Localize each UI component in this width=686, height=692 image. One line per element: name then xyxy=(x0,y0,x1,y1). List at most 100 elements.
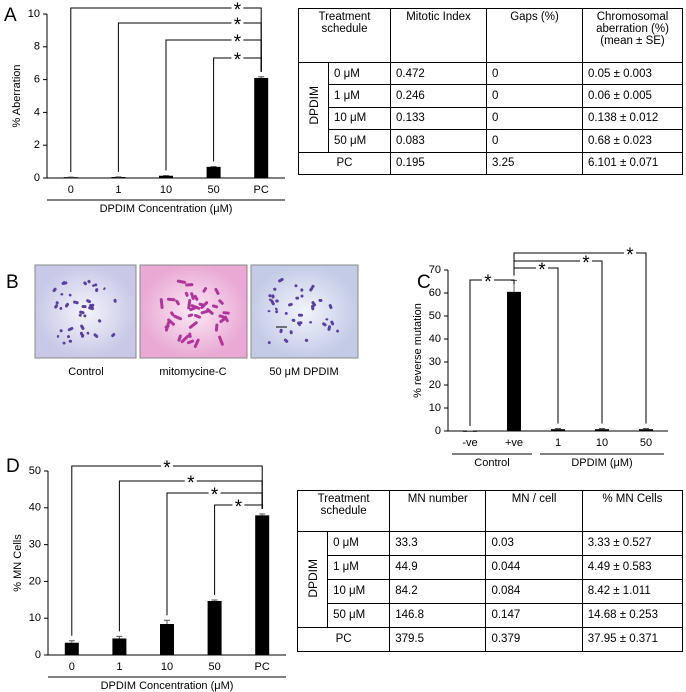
y-tick-label: 6 xyxy=(34,74,40,86)
header-cell: Gaps (%) xyxy=(486,7,583,64)
panel-label: D xyxy=(6,456,20,477)
chromosome xyxy=(83,281,87,286)
chromosome xyxy=(62,341,66,345)
table-cell: PC xyxy=(296,626,391,653)
chromosome xyxy=(222,311,230,315)
chromosome xyxy=(56,334,60,338)
table-cell: 0.084 xyxy=(485,578,583,604)
chromosome xyxy=(328,303,333,310)
chromosome xyxy=(64,302,70,308)
star-bg xyxy=(232,499,245,511)
chromosome xyxy=(275,299,279,303)
x-axis-label: DPDIM Concentration (μM) xyxy=(100,203,233,215)
chromosome xyxy=(177,334,182,342)
chromosome xyxy=(186,339,195,345)
table-cell: 1 μM xyxy=(328,84,391,108)
significance-star: * xyxy=(187,473,195,494)
chromosome xyxy=(312,303,316,307)
error-bar xyxy=(599,427,605,430)
y-tick-label: 0 xyxy=(35,649,41,661)
table-cell: 146.8 xyxy=(389,602,487,628)
header-row: Treatment schedule MN number MN / cell% MN… xyxy=(296,490,684,532)
table-cell: 37.95 ± 0.371 xyxy=(581,626,684,653)
chromosome xyxy=(103,287,106,291)
star-bg xyxy=(231,2,244,14)
header-cell: Treatment schedule xyxy=(298,7,391,64)
chromosome xyxy=(322,322,327,327)
chromosome xyxy=(193,313,202,319)
chromosome xyxy=(68,339,73,343)
panel-label: A xyxy=(4,5,17,26)
x-tick-label: 1 xyxy=(116,661,122,673)
group-label: Control xyxy=(474,457,509,469)
table-cell: 0 μM xyxy=(328,62,391,86)
chromosome xyxy=(59,306,63,310)
table-cell: 50 μM xyxy=(327,602,391,628)
chromosome xyxy=(327,325,332,331)
y-tick-label: 0 xyxy=(435,425,441,437)
significance-star: * xyxy=(582,253,590,274)
chromosome xyxy=(52,287,57,293)
chromosome xyxy=(83,314,87,318)
bar xyxy=(159,175,173,178)
significance-star: * xyxy=(234,15,242,36)
chromosome xyxy=(81,305,87,309)
table-row: 1 μM 44.9 0.044 4.49 ± 0.583 xyxy=(298,554,684,580)
x-tick-label: 0 xyxy=(68,184,74,196)
table-cell: 0.472 xyxy=(390,62,487,86)
chromosome xyxy=(164,321,171,332)
y-tick-label: 30 xyxy=(429,356,441,368)
chromosome xyxy=(193,338,200,349)
data-table: Treatment schedule Mitotic Index Gaps (%) C… xyxy=(298,7,683,176)
significance-bracket xyxy=(165,39,262,171)
table-row: 50 μM 0.083 0 0.68 ± 0.023 xyxy=(299,129,683,153)
group-label: DPDIM xyxy=(306,86,321,126)
table-cell: 1 μM xyxy=(327,554,391,580)
significance-bracket xyxy=(513,252,647,424)
chromosome xyxy=(86,331,90,335)
x-tick-label: 0 xyxy=(69,661,75,673)
chromosome xyxy=(193,294,199,301)
header-cell: Chromosomal aberration (%) (mean ± SE) xyxy=(582,7,683,64)
table-cell: 84.2 xyxy=(389,578,487,604)
chromosome xyxy=(271,294,275,299)
y-tick-label: 60 xyxy=(429,287,441,299)
error-bar xyxy=(643,427,649,430)
chromosome xyxy=(291,318,296,322)
chromosome xyxy=(296,321,303,325)
error-bar xyxy=(259,513,266,516)
chromosome xyxy=(60,293,64,296)
table-row: DPDIM 0 μM 33.3 0.03 3.33 ± 0.527 xyxy=(296,530,684,628)
x-tick-label: 10 xyxy=(596,437,608,449)
x-axis-label: DPDIM Concentration (μM) xyxy=(101,680,234,692)
chromosome xyxy=(86,299,91,304)
star-bg xyxy=(231,17,244,29)
table-cell: 4.49 ± 0.583 xyxy=(581,554,684,580)
y-axis-label: % MN Cells xyxy=(12,534,24,592)
y-tick-label: 40 xyxy=(429,333,441,345)
chromosome xyxy=(97,319,102,323)
y-tick-label: 30 xyxy=(29,539,41,551)
significance-star: * xyxy=(235,497,243,518)
chromosome xyxy=(218,299,224,305)
table-cell: 0.147 xyxy=(485,602,583,628)
image-caption: 50 μM DPDIM xyxy=(269,366,338,378)
significance-star: * xyxy=(234,50,242,71)
chromosome xyxy=(159,298,164,310)
significance-star: * xyxy=(538,260,546,281)
chromosome xyxy=(54,304,59,309)
chromosome xyxy=(113,298,117,303)
error-bar xyxy=(211,599,218,601)
total-row: PC 0.195 3.25 6.101 ± 0.071 xyxy=(298,151,683,176)
chromosome xyxy=(175,299,180,306)
table-cell: 0.195 xyxy=(390,151,487,176)
table-row: DPDIM 0 μM 0.472 0 0.05 ± 0.003 xyxy=(298,62,683,153)
chromosome xyxy=(173,314,182,321)
chromosome xyxy=(68,293,72,297)
bar xyxy=(207,600,222,655)
chromosome xyxy=(80,324,85,330)
error-bar xyxy=(164,619,170,625)
chromosome xyxy=(295,296,300,300)
group-cell: DPDIM xyxy=(296,530,329,628)
